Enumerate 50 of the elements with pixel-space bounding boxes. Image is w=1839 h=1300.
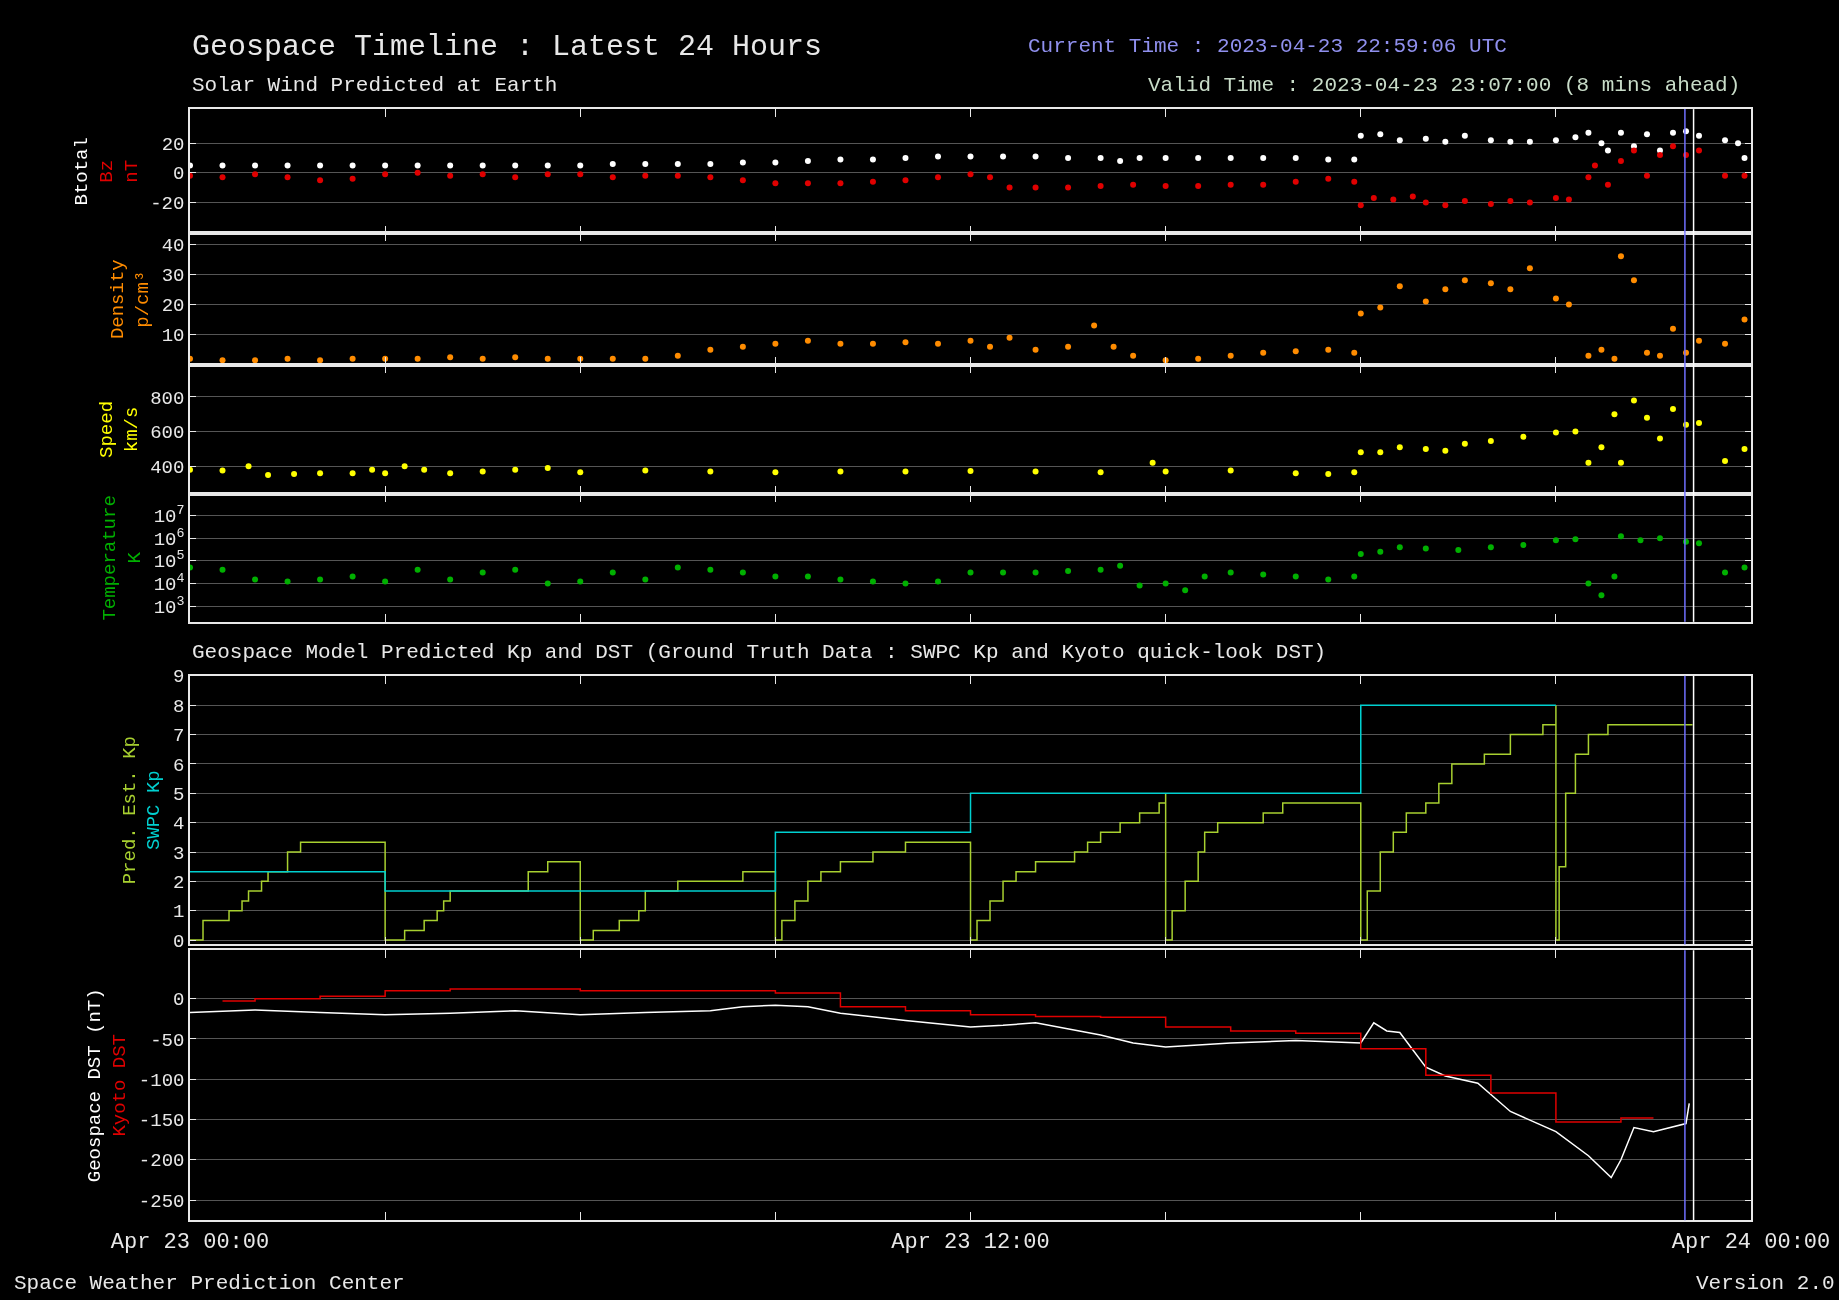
y-tick-label: -150 <box>138 1110 185 1133</box>
y-tick-label: 20 <box>161 295 185 318</box>
y-tick-label: 4 <box>173 813 185 836</box>
y-tick-label: 0 <box>173 163 185 186</box>
y-axis-title: K <box>124 551 146 564</box>
y-tick-label: 7 <box>173 725 185 748</box>
y-tick-label: 10 <box>161 325 185 348</box>
y-tick-label: -200 <box>138 1150 185 1173</box>
y-axis-title: p/cm³ <box>131 270 154 328</box>
text: Space Weather Prediction Center <box>14 1272 405 1295</box>
y-tick-label: 30 <box>161 264 185 287</box>
y-tick-label: 1 <box>173 901 185 924</box>
y-tick-label: 5 <box>173 783 185 806</box>
text: Pred. Est. Kp <box>118 736 141 885</box>
y-tick-label: 600 <box>150 422 185 445</box>
y-axis-title: nT <box>120 159 143 183</box>
text: Valid Time : 2023-04-23 23:07:00 (8 mins ahead) <box>1148 74 1741 97</box>
y-tick-label: 8 <box>173 695 185 718</box>
chart-subtitle: Solar Wind Predicted at Earth <box>192 74 558 97</box>
x-tick-label: Apr 24 00:00 <box>1671 1230 1831 1256</box>
text: SWPC Kp <box>143 770 166 851</box>
y-tick-label: -20 <box>150 193 185 216</box>
y-axis-title: km/s <box>120 406 143 453</box>
y-tick-label: 0 <box>173 930 185 953</box>
y-tick-label: 3 <box>173 842 185 865</box>
text: Temperature <box>99 495 122 621</box>
text: Bz <box>95 159 118 183</box>
x-tick-label: Apr 23 00:00 <box>110 1230 270 1256</box>
y-tick-label: 40 <box>161 234 185 257</box>
text: Version 2.0 <box>1696 1272 1835 1295</box>
y-tick-label: -50 <box>150 1029 185 1052</box>
y-tick-label: 9 <box>173 666 185 689</box>
y-tick-label: 10$^{5}$ <box>153 548 185 574</box>
text: Speed <box>95 400 118 458</box>
y-tick-label: 6 <box>173 754 185 777</box>
x-tick-label: Apr 23 12:00 <box>891 1230 1050 1256</box>
y-tick-label: -250 <box>138 1190 185 1213</box>
chart-title: Geospace Model Predicted Kp and DST (Ground Truth Data : SWPC Kp and Kyoto quick-look DST) <box>192 641 1327 664</box>
text: Geospace DST (nT) <box>84 988 107 1183</box>
y-tick-label: -100 <box>138 1069 185 1092</box>
y-tick-label: 0 <box>173 989 185 1012</box>
text: Density <box>107 259 130 340</box>
y-tick-label: 2 <box>173 872 185 895</box>
text: Kyoto DST <box>109 1033 132 1137</box>
y-tick-label: 400 <box>150 456 185 479</box>
text: Current Time : 2023-04-23 22:59:06 UTC <box>1028 35 1507 58</box>
y-tick-label: 800 <box>150 387 185 410</box>
text: Btotal <box>71 137 94 206</box>
chart-title: Geospace Timeline : Latest 24 Hours <box>192 30 823 64</box>
y-tick-label: 20 <box>161 133 185 156</box>
